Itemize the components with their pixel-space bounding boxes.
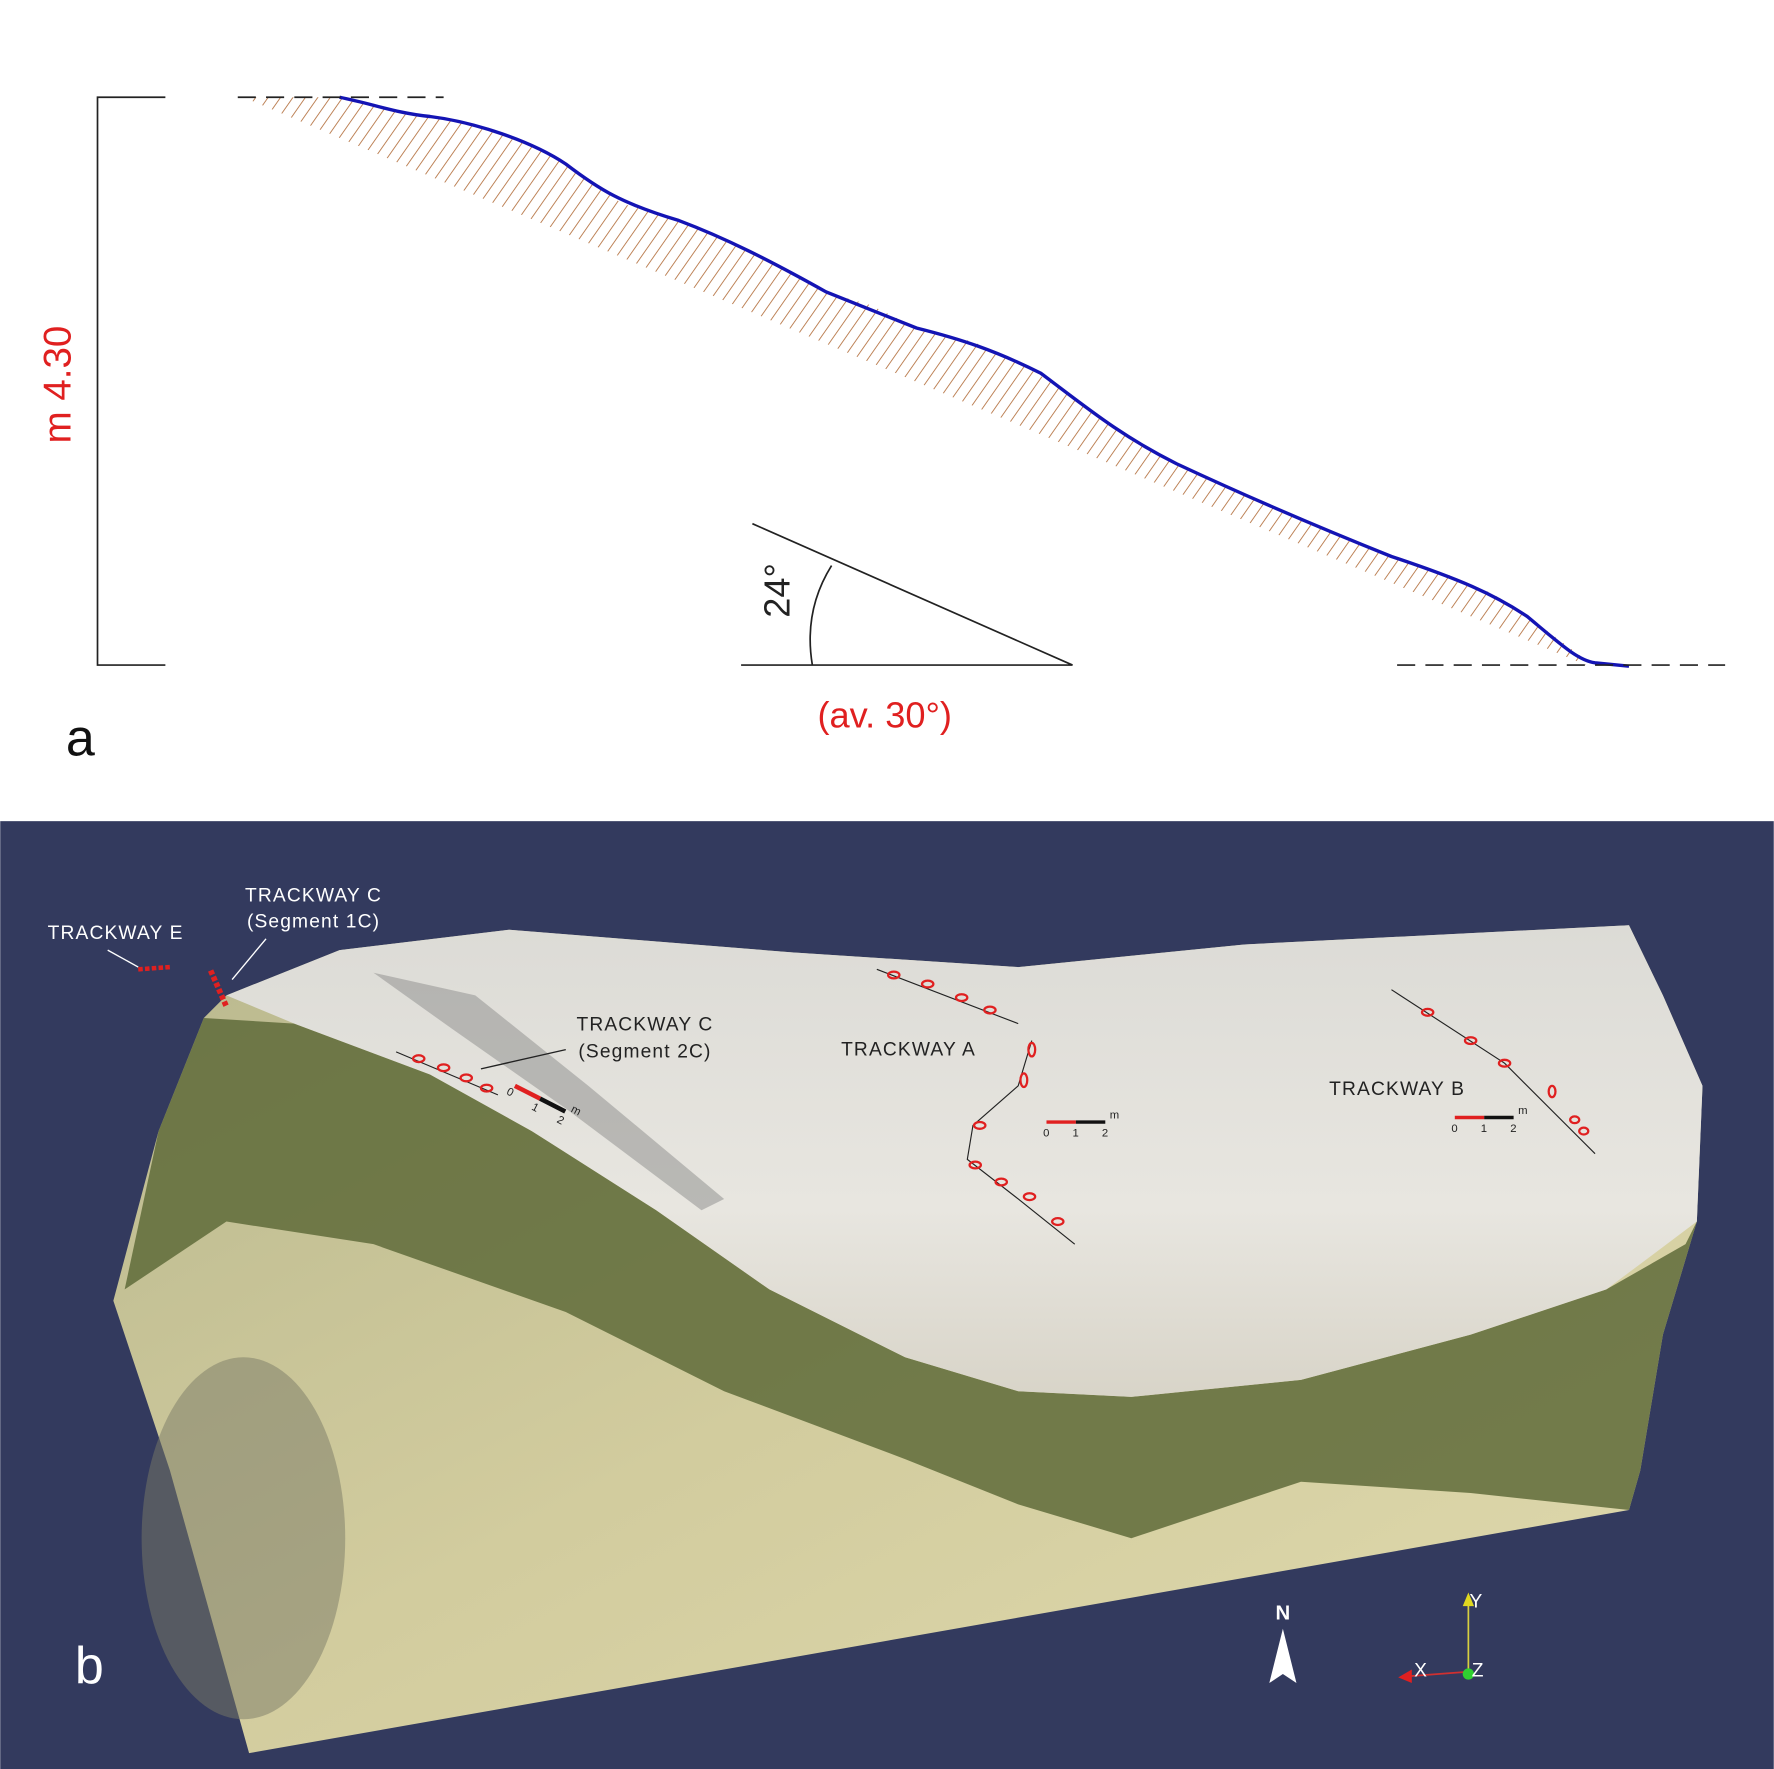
scale-tick: 2 (1102, 1128, 1108, 1140)
height-bracket (96, 96, 166, 666)
panel-b: TRACKWAY E TRACKWAY C (Segment 1C) TRACK… (0, 821, 1774, 1769)
trackway-label: TRACKWAY B (1329, 1079, 1465, 1100)
leader (231, 938, 267, 980)
angle-arc (809, 565, 833, 666)
scale-tick: 0 (1043, 1128, 1049, 1140)
height-label: m 4.30 (36, 326, 79, 444)
trackway-label: TRACKWAY C (245, 885, 382, 906)
scale-tick: 2 (1510, 1123, 1516, 1135)
trackway-label: TRACKWAY A (841, 1039, 976, 1060)
north-label: N (1276, 1603, 1291, 1625)
panel-label: a (66, 710, 95, 768)
trackway-label: TRACKWAY E (48, 923, 184, 944)
scale-tick: 1 (1072, 1128, 1078, 1140)
scale-tick: 0 (1451, 1123, 1457, 1135)
vegetation (124, 1017, 1697, 1539)
trackway-segment: (Segment 1C) (247, 911, 380, 932)
rock-slab (226, 925, 1703, 1397)
trackway-label: TRACKWAY C (576, 1014, 713, 1035)
hatched-area (243, 97, 1587, 666)
axis-x-head (1398, 1669, 1412, 1684)
shadow-gully (373, 972, 725, 1211)
axis-z (1462, 1668, 1475, 1680)
axis-label: X (1414, 1660, 1427, 1681)
scale-bar: 0 1 2 m (1451, 1105, 1527, 1135)
north-arrow (1269, 1628, 1297, 1684)
axis-label: Y (1470, 1591, 1483, 1612)
leader (107, 949, 139, 968)
scale-tick: 1 (530, 1101, 541, 1115)
angle-triangle (741, 522, 1073, 666)
axis-y-head (1462, 1592, 1475, 1607)
profile-line (339, 95, 1630, 668)
scale-unit: m (1110, 1110, 1119, 1122)
scale-tick: 0 (504, 1086, 515, 1100)
panel-a: m 4.30 24° (av. 30°) a (36, 95, 1726, 768)
leader (480, 1048, 566, 1070)
panel-label: b (75, 1637, 104, 1695)
axis-label: Z (1472, 1660, 1484, 1681)
average-label: (av. 30°) (818, 694, 952, 735)
scale-tick: 2 (555, 1114, 566, 1128)
shadow-patch (141, 1357, 346, 1720)
angle-label: 24° (757, 563, 798, 618)
trackway-segment: (Segment 2C) (578, 1042, 711, 1063)
scale-unit: m (1518, 1105, 1527, 1117)
track-marks (138, 964, 1596, 1245)
axis-x (1408, 1670, 1469, 1678)
scale-bar: 0 1 2 m (1043, 1110, 1119, 1140)
scale-tick: 1 (1481, 1123, 1487, 1135)
